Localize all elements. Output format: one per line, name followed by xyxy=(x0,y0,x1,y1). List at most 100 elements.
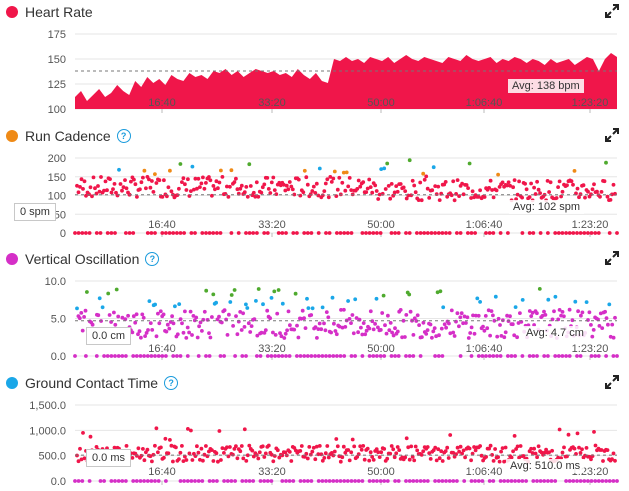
ground-contact-time-data-point xyxy=(153,443,157,448)
vertical-oscillation-zero-point xyxy=(196,354,201,358)
ground-contact-time-data-point xyxy=(142,458,147,463)
ground-contact-time-zero-point xyxy=(116,479,121,483)
vertical-oscillation-data-point xyxy=(408,309,413,314)
run-cadence-zero-point xyxy=(491,231,496,235)
ground-contact-time-data-point xyxy=(599,448,604,452)
vertical-oscillation-data-point xyxy=(288,323,292,328)
vertical-oscillation-data-point xyxy=(126,313,130,318)
ground-contact-time-data-point xyxy=(350,437,355,442)
ground-contact-time-zero-point xyxy=(604,479,608,483)
ground-contact-time-data-point xyxy=(385,456,390,461)
help-icon[interactable]: ? xyxy=(116,129,131,143)
vertical-oscillation-data-point xyxy=(204,288,209,293)
run-cadence-data-point xyxy=(254,180,259,185)
run-cadence-data-point xyxy=(536,187,541,192)
ground-contact-time-data-point xyxy=(478,444,482,448)
run-cadence-data-point xyxy=(271,175,276,180)
ground-contact-time-zero-point xyxy=(309,479,314,483)
vertical-oscillation-zero-point xyxy=(109,354,114,358)
ground-contact-time-zero-point xyxy=(80,479,85,483)
heart-rate-chart[interactable]: 175 150 125 100 16:40 33:20 50:00 1:06:40 1:23:2… xyxy=(0,2,629,120)
vertical-oscillation-data-point xyxy=(367,326,372,331)
vertical-oscillation-zero-point xyxy=(327,354,332,358)
vertical-oscillation-data-point xyxy=(485,326,490,331)
vertical-oscillation-data-point xyxy=(177,302,182,306)
vertical-oscillation-data-point xyxy=(493,294,498,299)
ground-contact-time-data-point xyxy=(467,446,472,451)
run-cadence-data-point xyxy=(374,189,379,193)
vertical-oscillation-data-point xyxy=(586,318,590,322)
expand-icon[interactable] xyxy=(605,128,619,142)
vertical-oscillation-data-point xyxy=(465,315,470,320)
run-cadence-zero-point xyxy=(255,231,259,235)
ground-contact-time-y-tick-label: 500.0 xyxy=(38,451,66,463)
ground-contact-time-data-point xyxy=(181,459,186,463)
vertical-oscillation-data-point xyxy=(499,334,504,338)
run-cadence-data-point xyxy=(238,186,243,191)
ground-contact-time-data-point xyxy=(575,431,580,436)
vertical-oscillation-data-point xyxy=(334,332,339,337)
ground-contact-time-zero-point xyxy=(524,479,528,483)
run-cadence-zero-point xyxy=(305,231,310,235)
run-cadence-data-point xyxy=(281,182,286,187)
run-cadence-data-point xyxy=(560,189,565,194)
ground-contact-time-zero-point xyxy=(76,479,81,483)
vertical-oscillation-data-point xyxy=(296,335,301,340)
vertical-oscillation-data-point xyxy=(510,322,515,327)
run-cadence-data-point xyxy=(419,198,424,203)
run-cadence-zero-point xyxy=(466,231,470,235)
ground-contact-time-chart[interactable]: 1,500.0 1,000.0 500.0 0.0 16:40 33:20 50:00 1:0… xyxy=(0,373,629,491)
run-cadence-data-point xyxy=(180,180,184,184)
vertical-oscillation-zero-point xyxy=(218,354,223,358)
vertical-oscillation-data-point xyxy=(414,319,419,323)
vertical-oscillation-data-point xyxy=(603,309,607,314)
vertical-oscillation-data-point xyxy=(148,321,153,325)
ground-contact-time-zero-point xyxy=(189,479,194,483)
ground-contact-time-data-point xyxy=(397,448,402,452)
vertical-oscillation-data-point xyxy=(256,287,261,291)
ground-contact-time-data-point xyxy=(518,444,523,448)
ground-contact-time-data-point xyxy=(214,451,219,456)
vertical-oscillation-data-point xyxy=(590,334,595,339)
run-cadence-data-point xyxy=(274,192,279,196)
ground-contact-time-data-point xyxy=(488,443,493,448)
vertical-oscillation-zero-point xyxy=(567,354,572,358)
expand-icon[interactable] xyxy=(605,4,619,18)
run-cadence-chart[interactable]: 200 150 100 50 0 16:40 33:20 50:00 1:06:40 1:23:2… xyxy=(0,126,629,242)
heart-rate-average-label: Avg: 138 bpm xyxy=(508,79,584,93)
ground-contact-time-zero-point xyxy=(455,479,459,483)
vertical-oscillation-x-tick-label: 50:00 xyxy=(367,343,395,355)
vertical-oscillation-data-point xyxy=(444,325,448,330)
vertical-oscillation-data-point xyxy=(343,325,348,329)
vertical-oscillation-data-point xyxy=(363,332,368,337)
ground-contact-time-data-point xyxy=(195,444,199,449)
vertical-oscillation-x-tick-label: 33:20 xyxy=(258,343,286,355)
vertical-oscillation-chart[interactable]: 10.0 5.0 0.0 16:40 33:20 50:00 1:06:40 1:23:20 xyxy=(0,249,629,365)
ground-contact-time-data-point xyxy=(374,447,379,451)
vertical-oscillation-data-point xyxy=(505,313,509,318)
vertical-oscillation-data-point xyxy=(411,333,416,337)
vertical-oscillation-data-point xyxy=(557,308,562,312)
vertical-oscillation-data-point xyxy=(310,306,315,311)
help-icon[interactable]: ? xyxy=(164,376,179,390)
ground-contact-time-data-point xyxy=(391,447,396,452)
run-cadence-data-point xyxy=(169,189,174,194)
vertical-oscillation-data-point xyxy=(123,317,128,322)
expand-icon[interactable] xyxy=(605,251,619,265)
run-cadence-zero-point xyxy=(145,231,150,235)
run-cadence-data-point xyxy=(332,169,337,174)
vertical-oscillation-data-point xyxy=(483,314,488,318)
ground-contact-time-zero-point xyxy=(582,479,587,483)
ground-contact-time-data-point xyxy=(521,454,526,458)
expand-icon[interactable] xyxy=(605,375,619,389)
vertical-oscillation-data-point xyxy=(481,324,485,329)
help-icon[interactable]: ? xyxy=(145,252,160,266)
run-cadence-data-point xyxy=(583,195,587,200)
run-cadence-data-point xyxy=(234,176,238,181)
run-cadence-zero-point xyxy=(444,231,448,235)
vertical-oscillation-y-tick-label: 5.0 xyxy=(51,314,66,326)
run-cadence-zero-point xyxy=(349,231,354,235)
ground-contact-time-data-point xyxy=(187,451,192,456)
vertical-oscillation-data-point xyxy=(437,333,441,338)
ground-contact-time-data-point xyxy=(421,449,426,454)
